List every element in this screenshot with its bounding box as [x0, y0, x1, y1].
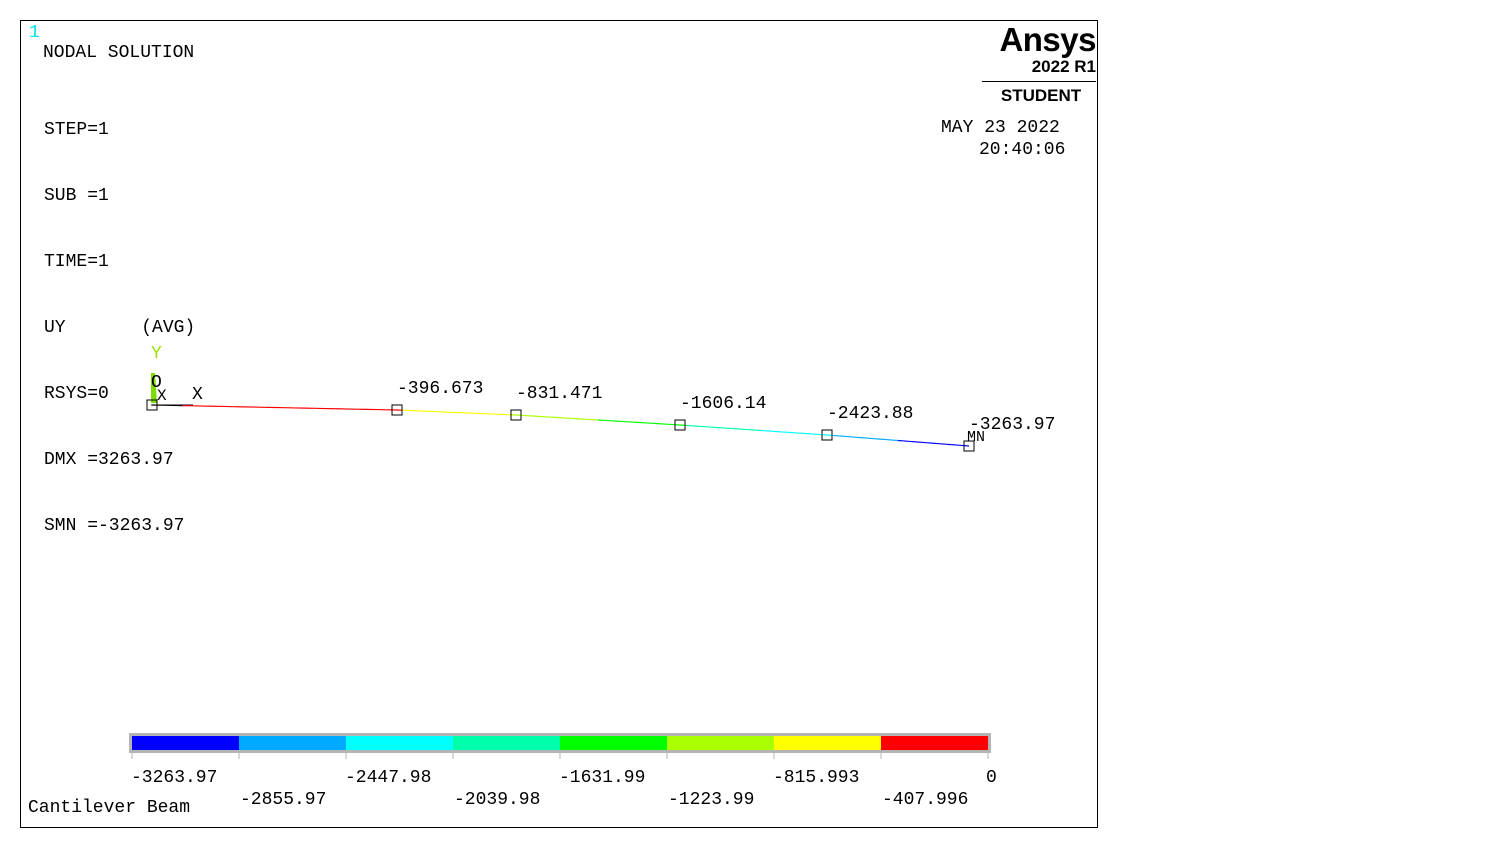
plot-date: MAY 23 2022: [941, 118, 1060, 138]
legend-label: -2039.98: [454, 790, 540, 810]
ansys-version: 2022 R1: [1031, 57, 1096, 76]
window-number: 1: [29, 23, 40, 43]
node-marker: [963, 440, 975, 452]
contour-legend: -3263.97 -2447.98 -1631.99 -815.993 0 -2855.9…: [129, 733, 997, 810]
node-marker: [146, 399, 158, 411]
node-marker: [674, 419, 686, 431]
info-result: UY (AVG): [44, 318, 196, 338]
ansys-edition: STUDENT: [1000, 86, 1082, 105]
info-dmx: DMX =3263.97: [44, 450, 174, 470]
triad-y-label: Y: [151, 344, 162, 364]
beam-nodes: -396.673 -831.471 -1606.14 -2423.88 -3263.97: [146, 379, 1055, 452]
legend-color-band: [667, 736, 774, 750]
node-marker: [391, 404, 403, 416]
legend-color-band: [881, 736, 988, 750]
min-marker: MN: [967, 429, 985, 446]
plot-time: 20:40:06: [979, 140, 1066, 160]
triad-x-label: X: [192, 385, 203, 405]
node-value-label: -3263.97: [969, 415, 1055, 435]
node-marker: [510, 409, 522, 421]
legend-label: -2447.98: [345, 768, 431, 788]
ansys-brand: Ansys 2022 R1 STUDENT: [978, 21, 1097, 106]
legend-label: 0: [986, 768, 997, 788]
node-value-label: -831.471: [516, 384, 602, 404]
legend-label: -3263.97: [131, 768, 217, 788]
legend-color-band: [774, 736, 881, 750]
info-rsys: RSYS=0: [44, 384, 109, 404]
legend-color-band: [560, 736, 667, 750]
graphics-viewport[interactable]: 1 NODAL SOLUTION STEP=1 SUB =1 TIME=1 UY…: [20, 20, 1098, 828]
info-time: TIME=1: [44, 252, 109, 272]
triad-z-label: O: [151, 373, 162, 393]
info-step: STEP=1: [44, 120, 109, 140]
legend-label: -407.996: [882, 790, 968, 810]
legend-color-band: [346, 736, 453, 750]
brand-divider: [982, 81, 1096, 82]
legend-color-band: [239, 736, 346, 750]
legend-color-band: [453, 736, 560, 750]
info-smn: SMN =-3263.97: [44, 516, 185, 536]
ansys-logo: Ansys: [999, 21, 1096, 58]
legend-label: -2855.97: [240, 790, 326, 810]
node-marker: [821, 429, 833, 441]
model-title: Cantilever Beam: [28, 798, 191, 818]
legend-color-band: [132, 736, 239, 750]
triad-node-label: X: [157, 387, 167, 405]
solution-info: STEP=1 SUB =1 TIME=1 UY (AVG) RSYS=0 DMX…: [44, 75, 195, 581]
coordinate-triad-icon: Y O X X: [151, 344, 203, 406]
triad-y-arrow: [151, 373, 157, 403]
node-value-label: -396.673: [397, 379, 483, 399]
legend-label: -1631.99: [559, 768, 645, 788]
node-value-label: -1606.14: [680, 394, 766, 414]
legend-label: -815.993: [773, 768, 859, 788]
node-value-label: -2423.88: [827, 404, 913, 424]
legend-label: -1223.99: [668, 790, 754, 810]
beam-contour-plot: Y O X X -396.673 -831.471 -1606.14 -2423.88…: [129, 344, 1055, 810]
info-sub: SUB =1: [44, 186, 109, 206]
plot-title: NODAL SOLUTION: [43, 43, 195, 63]
